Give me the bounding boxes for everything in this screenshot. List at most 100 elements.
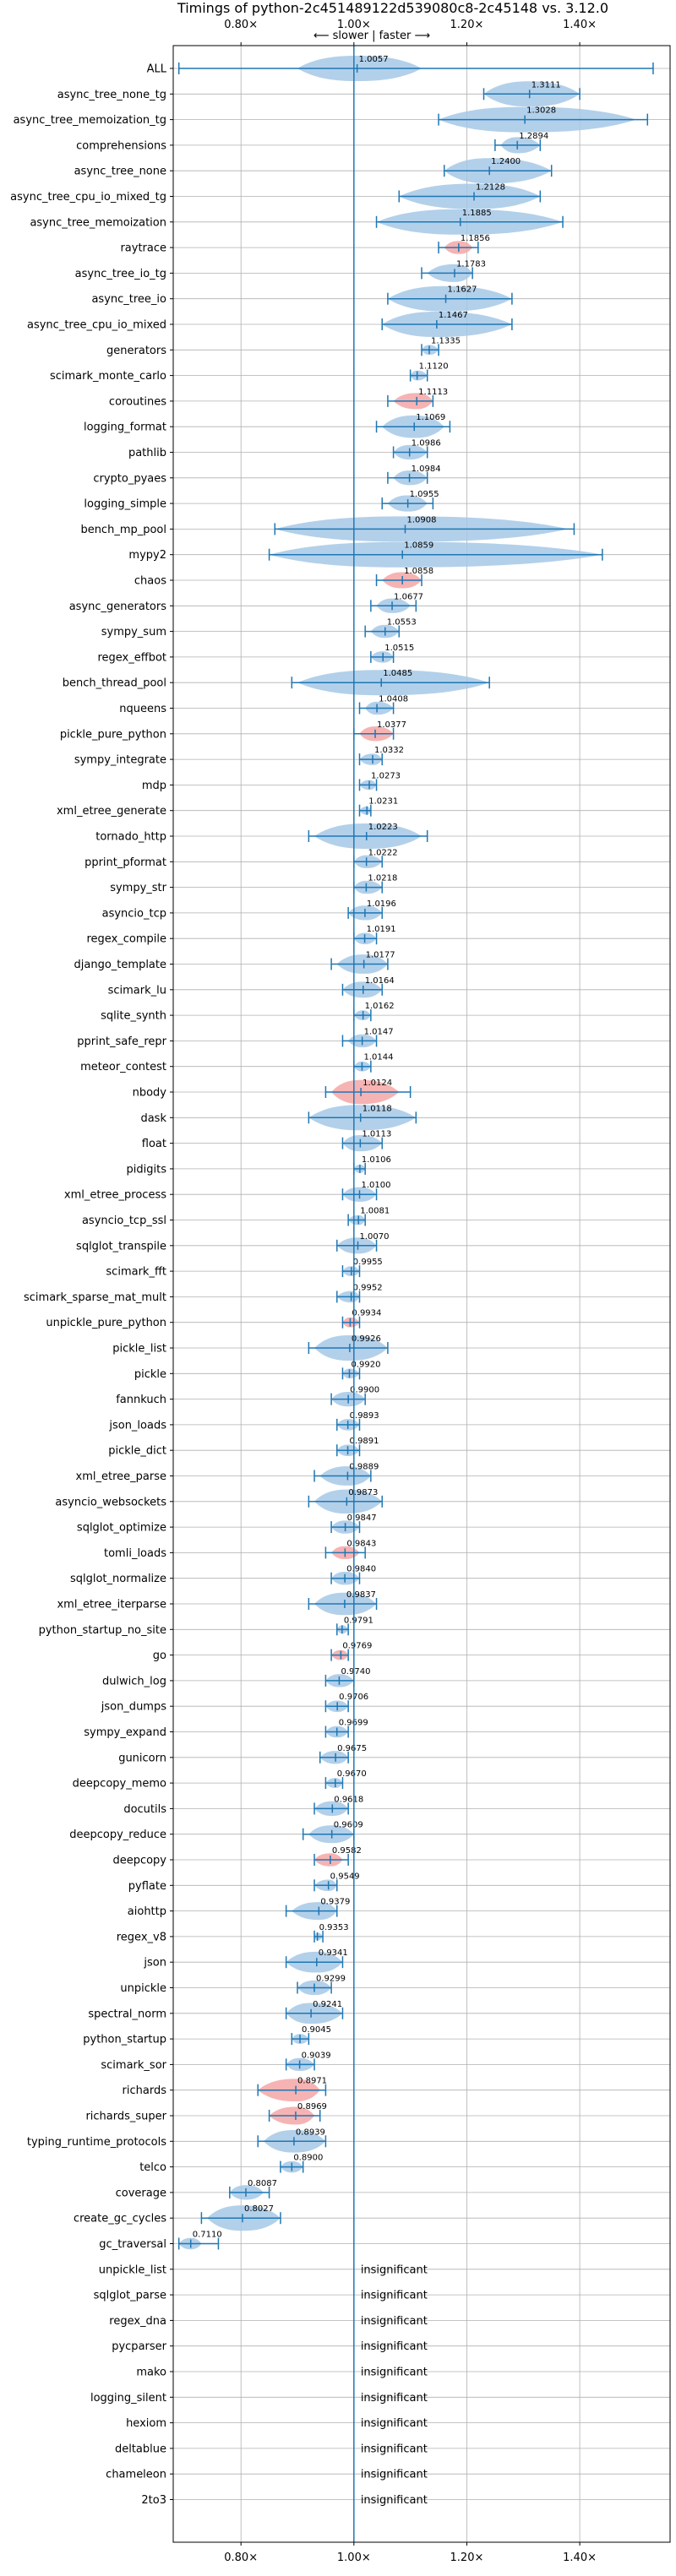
value-label: 0.9926 (352, 1334, 381, 1344)
benchmark-label: bench_mp_pool (80, 524, 166, 536)
benchmark-label: async_tree_memoization_tg (14, 114, 166, 127)
benchmark-label: dask (140, 1112, 166, 1125)
benchmark-label: mdp (142, 780, 166, 792)
benchmark-label: unpickle_list (99, 2264, 166, 2276)
benchmark-label: async_tree_none (74, 166, 166, 178)
benchmark-label: pickle_list (112, 1343, 166, 1356)
value-label: 1.0858 (404, 567, 433, 576)
plot-frame (172, 45, 671, 2543)
value-label: 1.1069 (416, 413, 445, 422)
value-label: 0.8969 (297, 2102, 327, 2111)
value-label: 1.0147 (364, 1027, 394, 1036)
benchmark-label: async_tree_none_tg (57, 89, 166, 101)
value-label: 0.9840 (346, 1565, 376, 1574)
benchmark-label: regex_v8 (117, 1931, 166, 1943)
x-tick-label-top: 1.40× (563, 19, 597, 31)
benchmark-label: xml_etree_iterparse (57, 1599, 166, 1611)
value-label: 1.1885 (462, 209, 492, 218)
value-label: 1.0144 (363, 1053, 393, 1062)
benchmark-label: xml_etree_generate (57, 805, 166, 818)
benchmark-label: typing_runtime_protocols (27, 2136, 166, 2149)
benchmark-label: logging_format (84, 421, 166, 434)
benchmark-label: sqlglot_transpile (76, 1240, 166, 1253)
value-label: 0.9379 (320, 1898, 350, 1907)
value-label: 0.9609 (334, 1821, 363, 1830)
insignificant-label: insignificant (361, 2443, 428, 2455)
benchmark-label: regex_compile (86, 933, 166, 946)
value-label: 0.9670 (337, 1769, 367, 1779)
value-label: 1.1783 (456, 259, 486, 269)
benchmark-label: sympy_expand (84, 1726, 166, 1739)
benchmark-label: hexiom (126, 2417, 166, 2430)
benchmark-label: json_dumps (101, 1701, 166, 1714)
chart-title: Timings of python-2c451489122d539080c8-2… (177, 0, 608, 16)
value-label: 1.0984 (412, 465, 441, 474)
benchmark-label: nqueens (119, 703, 166, 715)
value-label: 0.9955 (353, 1258, 383, 1267)
value-label: 1.0515 (384, 644, 414, 653)
benchmark-label: mako (136, 2367, 166, 2379)
value-label: 1.0218 (368, 874, 397, 883)
value-label: 1.2400 (491, 157, 521, 166)
benchmark-label: docutils (123, 1803, 166, 1816)
value-label: 0.9353 (319, 1923, 349, 1932)
value-label: 0.9740 (341, 1667, 370, 1677)
value-label: 1.0223 (368, 823, 398, 832)
benchmark-label: asyncio_tcp (102, 907, 166, 920)
value-label: 1.3028 (526, 106, 556, 116)
value-label: 0.9847 (347, 1514, 377, 1523)
benchmark-label: pickle_pure_python (60, 728, 166, 741)
value-label: 0.8027 (244, 2204, 274, 2214)
benchmark-label: scimark_monte_carlo (50, 370, 166, 383)
value-label: 0.7110 (193, 2231, 222, 2240)
value-label: 1.0859 (404, 541, 433, 551)
value-label: 1.0231 (368, 797, 398, 807)
value-label: 1.0118 (363, 1104, 392, 1113)
benchmark-label: pprint_safe_repr (77, 1035, 166, 1048)
x-tick-label-bottom: 1.40× (563, 2552, 597, 2564)
value-label: 0.9618 (334, 1795, 363, 1804)
value-label: 0.9241 (313, 2000, 342, 2009)
insignificant-label: insignificant (361, 2417, 428, 2430)
value-label: 1.0222 (368, 848, 398, 857)
benchmark-label: scimark_sor (101, 2059, 166, 2072)
value-label: 0.9045 (302, 2025, 331, 2035)
benchmark-label: deepcopy_memo (73, 1778, 166, 1791)
benchmark-label: sqlite_synth (101, 1010, 166, 1023)
direction-label: ⟵ slower | faster ⟶ (313, 30, 430, 42)
value-label: 1.0408 (379, 695, 408, 704)
benchmark-label: mypy2 (128, 549, 166, 562)
benchmark-label: pycparser (112, 2340, 166, 2353)
benchmark-label: richards_super (85, 2111, 166, 2123)
value-label: 0.8971 (297, 2077, 327, 2086)
value-label: 0.9039 (302, 2051, 331, 2060)
benchmark-label: pidigits (127, 1163, 167, 1176)
benchmark-label: crypto_pyaes (93, 472, 166, 485)
benchmark-label: django_template (74, 959, 166, 971)
insignificant-label: insignificant (361, 2290, 428, 2302)
value-label: 0.9299 (316, 1975, 346, 1984)
x-tick-label-top: 1.00× (337, 19, 371, 31)
benchmark-label: nbody (133, 1087, 167, 1100)
value-label: 1.0081 (360, 1207, 390, 1216)
value-label: 0.9791 (344, 1616, 373, 1625)
value-label: 1.0908 (406, 515, 436, 524)
value-label: 0.8939 (296, 2128, 325, 2137)
benchmark-label: json_loads (108, 1419, 166, 1432)
benchmark-label: sympy_str (110, 882, 166, 894)
value-label: 0.9934 (352, 1309, 381, 1318)
value-label: 0.9893 (350, 1411, 379, 1421)
benchmark-label: 2to3 (141, 2494, 166, 2507)
benchmark-label: unpickle (120, 1982, 166, 1995)
value-label: 1.2894 (519, 132, 548, 141)
insignificant-label: insignificant (361, 2494, 428, 2507)
benchmark-label: async_tree_io_tg (75, 268, 166, 280)
value-label: 1.0955 (410, 490, 439, 499)
x-tick-label-top: 0.80× (224, 19, 258, 31)
benchmark-label: fannkuch (116, 1394, 166, 1406)
benchmark-label: scimark_sparse_mat_mult (24, 1291, 166, 1304)
value-label: 1.0164 (365, 976, 395, 986)
x-tick-label-top: 1.20× (450, 19, 484, 31)
value-label: 1.0057 (359, 55, 389, 64)
